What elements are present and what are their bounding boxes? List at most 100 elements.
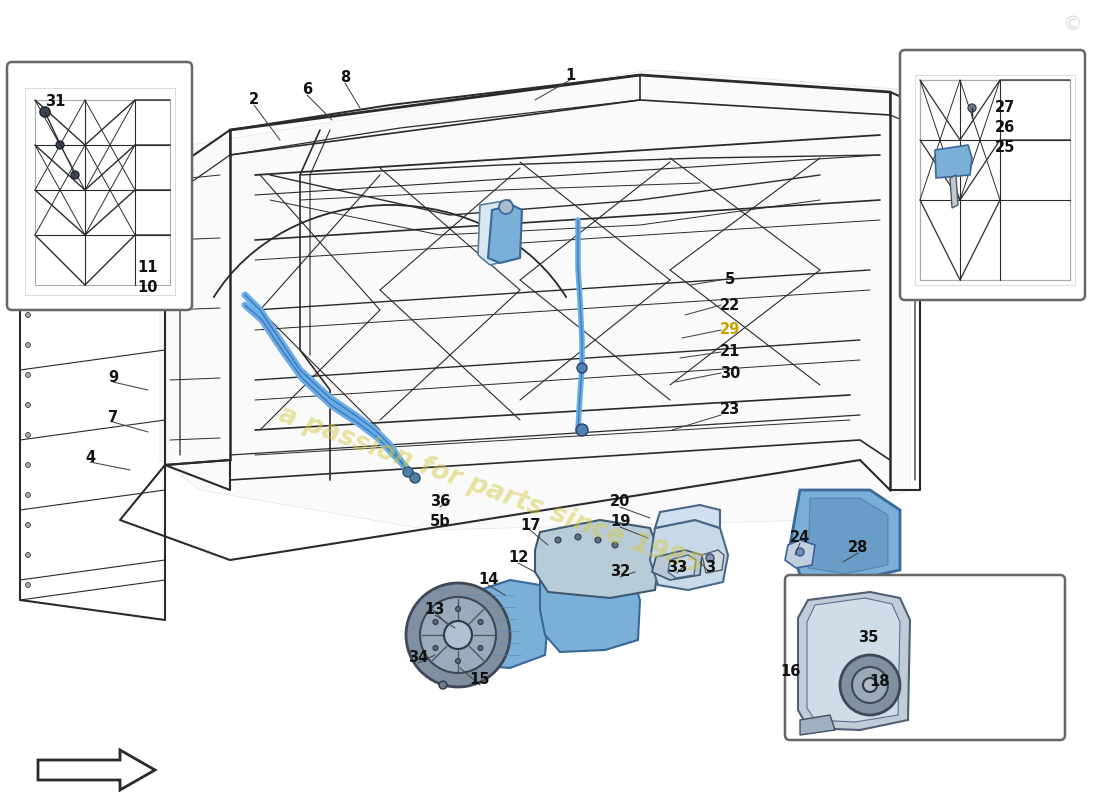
Text: 29: 29 <box>719 322 740 338</box>
Polygon shape <box>798 592 910 730</box>
Text: 24: 24 <box>790 530 810 546</box>
Circle shape <box>25 462 31 467</box>
Text: 33: 33 <box>667 561 688 575</box>
Text: 27: 27 <box>994 101 1015 115</box>
Text: 8: 8 <box>340 70 350 86</box>
Circle shape <box>864 678 877 692</box>
Polygon shape <box>654 505 720 528</box>
Text: 20: 20 <box>609 494 630 510</box>
Circle shape <box>25 582 31 587</box>
Text: 7: 7 <box>108 410 118 426</box>
Polygon shape <box>800 715 835 735</box>
Text: 3: 3 <box>705 561 715 575</box>
Polygon shape <box>650 520 728 590</box>
Circle shape <box>420 597 496 673</box>
Polygon shape <box>935 145 972 178</box>
Text: a passion for parts since 1985: a passion for parts since 1985 <box>275 401 705 579</box>
Polygon shape <box>668 555 696 578</box>
Circle shape <box>478 619 483 625</box>
Text: 34: 34 <box>408 650 428 666</box>
Circle shape <box>612 542 618 548</box>
Text: 23: 23 <box>719 402 740 418</box>
Circle shape <box>968 104 976 112</box>
Text: 19: 19 <box>609 514 630 530</box>
Polygon shape <box>808 498 888 574</box>
Circle shape <box>439 681 447 689</box>
Circle shape <box>455 658 461 663</box>
Text: 28: 28 <box>848 541 868 555</box>
Circle shape <box>406 583 510 687</box>
Circle shape <box>578 363 587 373</box>
Text: 36: 36 <box>430 494 450 510</box>
Circle shape <box>25 522 31 527</box>
Polygon shape <box>160 70 910 530</box>
Polygon shape <box>455 580 548 668</box>
Circle shape <box>840 655 900 715</box>
Text: 4: 4 <box>85 450 95 466</box>
Text: 22: 22 <box>719 298 740 313</box>
Circle shape <box>556 537 561 543</box>
Polygon shape <box>652 550 702 580</box>
FancyBboxPatch shape <box>7 62 192 310</box>
Text: 30: 30 <box>719 366 740 381</box>
Text: 32: 32 <box>609 565 630 579</box>
Circle shape <box>455 606 461 611</box>
Polygon shape <box>540 565 640 652</box>
FancyBboxPatch shape <box>785 575 1065 740</box>
Polygon shape <box>535 520 660 598</box>
Circle shape <box>40 107 49 117</box>
Polygon shape <box>488 205 522 263</box>
Text: 5: 5 <box>725 273 735 287</box>
Circle shape <box>595 537 601 543</box>
Text: 13: 13 <box>425 602 446 618</box>
Polygon shape <box>478 200 520 265</box>
Circle shape <box>25 313 31 318</box>
Circle shape <box>403 467 412 477</box>
Text: 2: 2 <box>249 93 260 107</box>
Circle shape <box>433 646 438 650</box>
Circle shape <box>478 646 483 650</box>
Circle shape <box>25 493 31 498</box>
Circle shape <box>25 402 31 407</box>
Circle shape <box>706 554 714 562</box>
Circle shape <box>444 621 472 649</box>
Polygon shape <box>702 550 724 573</box>
FancyBboxPatch shape <box>900 50 1085 300</box>
Circle shape <box>433 619 438 625</box>
Circle shape <box>25 342 31 347</box>
Circle shape <box>25 433 31 438</box>
Text: 6: 6 <box>301 82 312 98</box>
Polygon shape <box>790 490 900 590</box>
Circle shape <box>796 548 804 556</box>
Text: 12: 12 <box>508 550 528 566</box>
Text: 18: 18 <box>870 674 890 690</box>
Text: 25: 25 <box>994 141 1015 155</box>
Circle shape <box>852 667 888 703</box>
Circle shape <box>499 200 513 214</box>
Polygon shape <box>807 598 900 722</box>
Text: 21: 21 <box>719 345 740 359</box>
Circle shape <box>25 373 31 378</box>
Text: 5b: 5b <box>430 514 450 530</box>
Text: ©: © <box>1063 15 1081 34</box>
Circle shape <box>576 424 588 436</box>
Text: 10: 10 <box>138 281 158 295</box>
Text: 14: 14 <box>477 573 498 587</box>
Text: 9: 9 <box>108 370 118 386</box>
Text: 1: 1 <box>565 67 575 82</box>
Text: 35: 35 <box>858 630 878 646</box>
Circle shape <box>575 534 581 540</box>
Polygon shape <box>39 750 155 790</box>
Circle shape <box>25 553 31 558</box>
Circle shape <box>56 141 64 149</box>
Text: 31: 31 <box>45 94 65 110</box>
Text: 15: 15 <box>470 673 491 687</box>
Polygon shape <box>785 540 815 568</box>
Text: 11: 11 <box>138 261 158 275</box>
Circle shape <box>72 171 79 179</box>
Text: 17: 17 <box>520 518 540 533</box>
Polygon shape <box>950 175 958 208</box>
Text: 26: 26 <box>994 121 1015 135</box>
Circle shape <box>410 473 420 483</box>
Text: 16: 16 <box>780 665 800 679</box>
